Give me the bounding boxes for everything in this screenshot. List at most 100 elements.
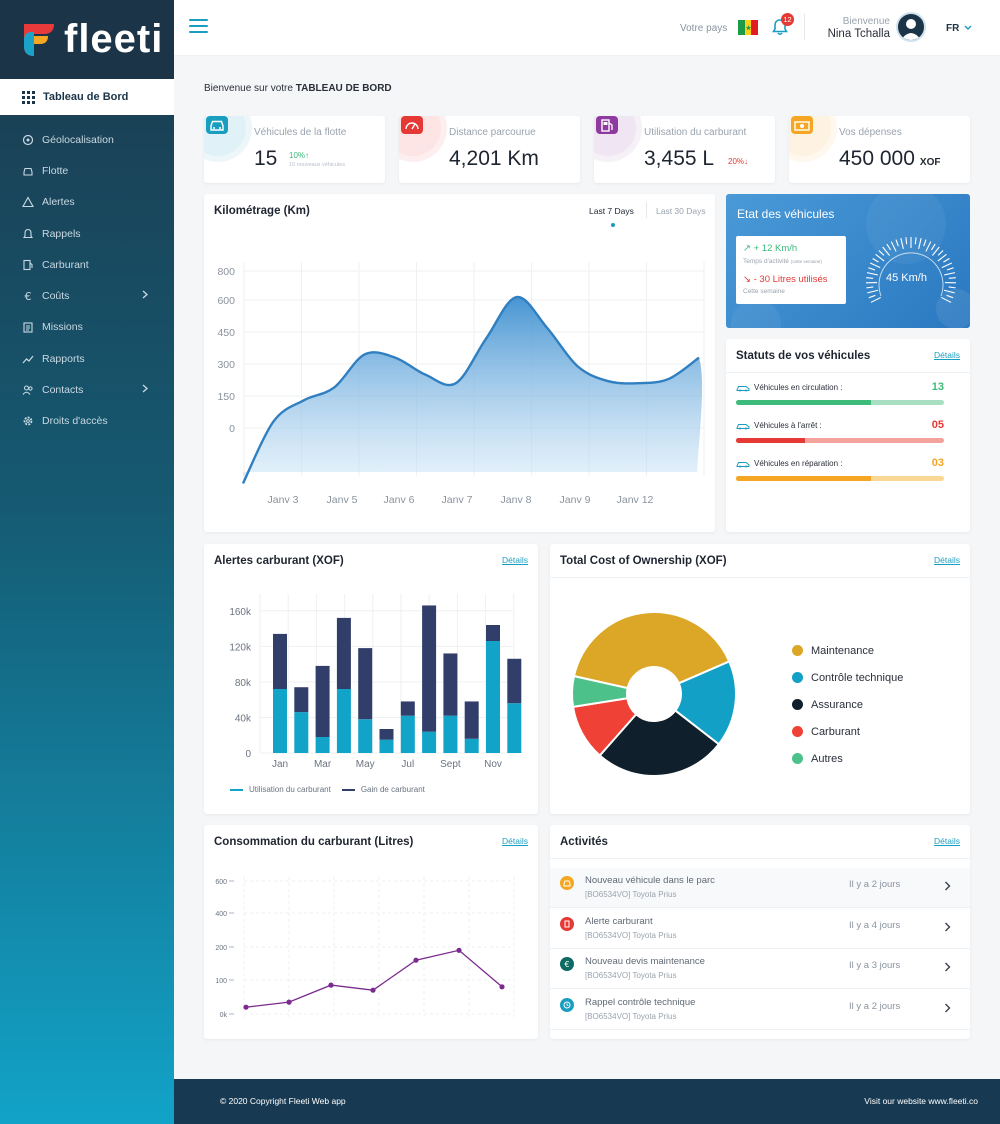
activity-row[interactable]: Nouveau véhicule dans le parc [BO6534VO] … [550, 868, 970, 908]
bar-fuel-usage[interactable] [507, 703, 522, 753]
kpi-label: Véhicules de la flotte [254, 127, 347, 138]
bar-fuel-gain[interactable] [400, 701, 415, 716]
data-point[interactable] [370, 987, 376, 993]
greeting-strong: TABLEAU DE BORD [295, 83, 392, 94]
bar-fuel-usage[interactable] [273, 689, 287, 753]
bar-fuel-usage[interactable] [294, 712, 309, 753]
car-icon [736, 384, 750, 392]
sidebar-item-1[interactable]: Flotte [0, 155, 174, 186]
bar-fuel-usage[interactable] [400, 715, 415, 753]
activity-time-note: Temps d'activité [743, 258, 790, 265]
bar-fuel-gain[interactable] [464, 701, 479, 739]
legend-dot [792, 672, 803, 683]
status-row[interactable]: Véhicules en circulation : 13 [736, 381, 944, 405]
legend-label: Utilisation du carburant [249, 785, 331, 794]
activity-row[interactable]: Rappel contrôle technique [BO6534VO] Toyo… [550, 990, 970, 1030]
data-point[interactable] [286, 999, 292, 1005]
bar-fuel-gain[interactable] [294, 687, 309, 713]
y-tick-label: 160k [229, 607, 252, 618]
fuel-decrease: - 30 Litres utilisés [753, 274, 828, 285]
tco-details-link[interactable]: Détails [934, 555, 960, 565]
status-count: 03 [931, 457, 944, 469]
avatar[interactable] [896, 12, 926, 42]
tab-last-30-days[interactable]: Last 30 Days [656, 206, 706, 216]
chevron-right-icon[interactable] [944, 919, 951, 937]
bar-fuel-usage[interactable] [315, 737, 330, 753]
bar-fuel-gain[interactable] [273, 633, 287, 689]
gauge-tick [868, 294, 876, 299]
bar-fuel-gain[interactable] [315, 665, 330, 737]
chevron-right-icon[interactable] [944, 878, 951, 896]
bar-fuel-usage[interactable] [464, 738, 479, 753]
vehicle-status-details-link[interactable]: Détails [934, 350, 960, 360]
y-tick-label: 40k [235, 713, 252, 724]
tab-last-7-days[interactable]: Last 7 Days [589, 206, 634, 216]
pie-slice[interactable] [598, 709, 721, 777]
sidebar-item-3[interactable]: Rappels [0, 218, 174, 249]
status-label-wrap: Véhicules en circulation : [736, 383, 944, 392]
fuel-alerts-details-link[interactable]: Détails [502, 555, 528, 565]
bar-fuel-usage[interactable] [358, 719, 373, 753]
data-point[interactable] [499, 984, 505, 990]
bar-fuel-gain[interactable] [336, 617, 351, 689]
bar-fuel-gain[interactable] [507, 658, 522, 704]
fuel-consumption-details-link[interactable]: Détails [502, 836, 528, 846]
kpi-value: 3,455 L [644, 147, 714, 171]
chevron-right-icon[interactable] [944, 959, 951, 977]
car-icon [736, 460, 750, 468]
sidebar-item-8[interactable]: Contacts [0, 374, 174, 405]
sidebar-item-0[interactable]: Géolocalisation [0, 124, 174, 155]
logo[interactable]: fleeti [0, 0, 174, 79]
sidebar-item-7[interactable]: Rapports [0, 343, 174, 374]
sidebar-item-4[interactable]: Carburant [0, 249, 174, 280]
users-icon [22, 384, 34, 396]
sidebar-item-6[interactable]: Missions [0, 312, 174, 343]
data-point[interactable] [328, 982, 334, 988]
data-point[interactable] [456, 947, 462, 953]
bar-fuel-usage[interactable] [379, 739, 394, 753]
bar-fuel-gain[interactable] [486, 625, 500, 641]
pie-slice[interactable] [572, 611, 731, 690]
vehicle-status-card: Statuts de vos véhicules Détails Véhicul… [726, 339, 970, 532]
mileage-line [241, 295, 700, 484]
bar-fuel-gain[interactable] [443, 653, 458, 716]
data-point[interactable] [413, 957, 419, 963]
vehicle-state-summary: ↗ + 12 Km/h Temps d'activité (cette sema… [736, 236, 846, 304]
gauge-tick [875, 253, 885, 262]
language-selector[interactable]: FR [946, 23, 972, 34]
menu-toggle-icon[interactable] [189, 19, 208, 35]
bar-fuel-gain[interactable] [379, 729, 394, 740]
activity-row[interactable]: € Nouveau devis maintenance [BO6534VO] Toy… [550, 949, 970, 989]
bar-fuel-usage[interactable] [486, 641, 500, 753]
user-name[interactable]: Nina Tchalla [827, 28, 890, 40]
data-point[interactable] [243, 1004, 249, 1010]
bar-fuel-usage[interactable] [336, 689, 351, 753]
status-label-wrap: Véhicules en réparation : [736, 459, 944, 468]
status-row[interactable]: Véhicules en réparation : 03 [736, 457, 944, 481]
gauge-tick [943, 289, 955, 294]
pie-slice[interactable] [673, 660, 737, 746]
sidebar-item-9[interactable]: Droits d'accès [0, 406, 174, 437]
kpi-card-2: Utilisation du carburant 3,455 L 20%↓ [594, 116, 775, 183]
activities-details-link[interactable]: Détails [934, 836, 960, 846]
activity-row[interactable]: Alerte carburant [BO6534VO] Toyota Prius I… [550, 909, 970, 949]
gauge-tick [866, 277, 874, 279]
bar-fuel-usage[interactable] [443, 715, 458, 753]
bar-fuel-gain[interactable] [358, 648, 373, 720]
top-bar: Votre pays 12 Bienvenue Nina Tchalla FR [174, 0, 1000, 56]
website-link[interactable]: Visit our website www.fleeti.co [864, 1096, 978, 1106]
status-row[interactable]: Véhicules à l'arrêt : 05 [736, 419, 944, 443]
bar-fuel-usage[interactable] [422, 731, 437, 753]
chevron-right-icon[interactable] [944, 1000, 951, 1018]
sidebar-item-2[interactable]: Alertes [0, 187, 174, 218]
sidebar-item-5[interactable]: € Coûts [0, 280, 174, 311]
language-label: FR [946, 23, 960, 34]
gauge-tick [878, 250, 885, 256]
pie-slice[interactable] [571, 674, 629, 708]
kpi-value-text: 3,455 L [644, 147, 715, 170]
pie-slice[interactable] [571, 697, 638, 757]
bar-fuel-gain[interactable] [422, 605, 437, 732]
x-tick-label: Janv 12 [617, 494, 654, 506]
senegal-flag-icon[interactable] [738, 20, 759, 35]
sidebar-item-dashboard[interactable]: Tableau de Bord [0, 79, 174, 115]
